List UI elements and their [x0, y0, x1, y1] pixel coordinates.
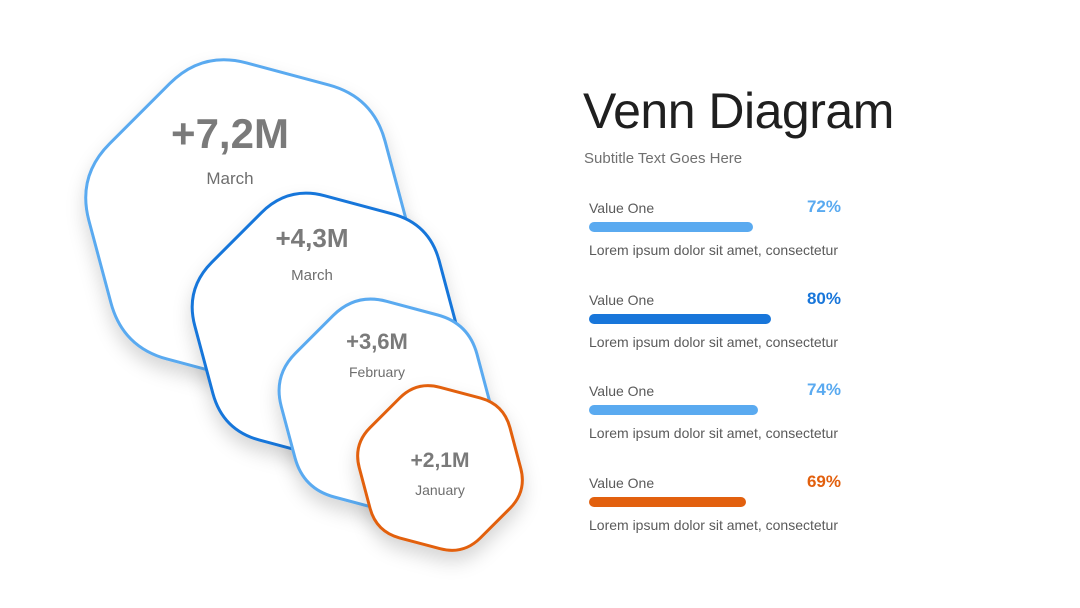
metric-label: Value One: [589, 475, 655, 491]
venn-shapes: +7,2M March +4,3M March +3,6M February +…: [84, 58, 524, 552]
shape-label: January: [415, 482, 465, 498]
metric-description: Lorem ipsum dolor sit amet, consectetur: [589, 517, 838, 533]
shape-january: +2,1M January: [356, 384, 524, 552]
progress-fill: [589, 497, 747, 507]
metric-label: Value One: [589, 383, 655, 399]
hexagon-outline: [356, 384, 524, 552]
metric-row: Value One 74% Lorem ipsum dolor sit amet…: [589, 380, 841, 463]
progress-track: [589, 314, 817, 324]
metric-percent: 72%: [806, 197, 841, 216]
progress-track: [589, 405, 817, 415]
metric-description: Lorem ipsum dolor sit amet, consectetur: [589, 242, 838, 258]
progress-track: [589, 497, 817, 507]
metric-percent: 69%: [806, 472, 841, 491]
metric-label: Value One: [589, 200, 655, 216]
shape-label: March: [291, 267, 333, 284]
shape-value: +3,6M: [346, 329, 408, 354]
metric-row: Value One 80% Lorem ipsum dolor sit amet…: [589, 289, 841, 372]
progress-fill: [589, 405, 758, 415]
shape-value: +2,1M: [411, 449, 470, 472]
metric-row: Value One 72% Lorem ipsum dolor sit amet…: [589, 197, 841, 280]
metric-percent: 80%: [806, 289, 841, 308]
metric-percent: 74%: [806, 380, 841, 399]
progress-track: [589, 222, 817, 232]
progress-fill: [589, 222, 754, 232]
metric-description: Lorem ipsum dolor sit amet, consectetur: [589, 334, 838, 350]
page-subtitle: Subtitle Text Goes Here: [584, 150, 743, 167]
page-title: Venn Diagram: [583, 83, 894, 139]
shape-label: February: [349, 364, 405, 380]
metric-label: Value One: [589, 292, 655, 308]
shape-value: +4,3M: [276, 223, 349, 253]
progress-fill: [589, 314, 772, 324]
shape-value: +7,2M: [171, 110, 289, 157]
shape-label: March: [206, 169, 253, 188]
metric-description: Lorem ipsum dolor sit amet, consectetur: [589, 425, 838, 441]
metric-row: Value One 69% Lorem ipsum dolor sit amet…: [589, 472, 841, 555]
